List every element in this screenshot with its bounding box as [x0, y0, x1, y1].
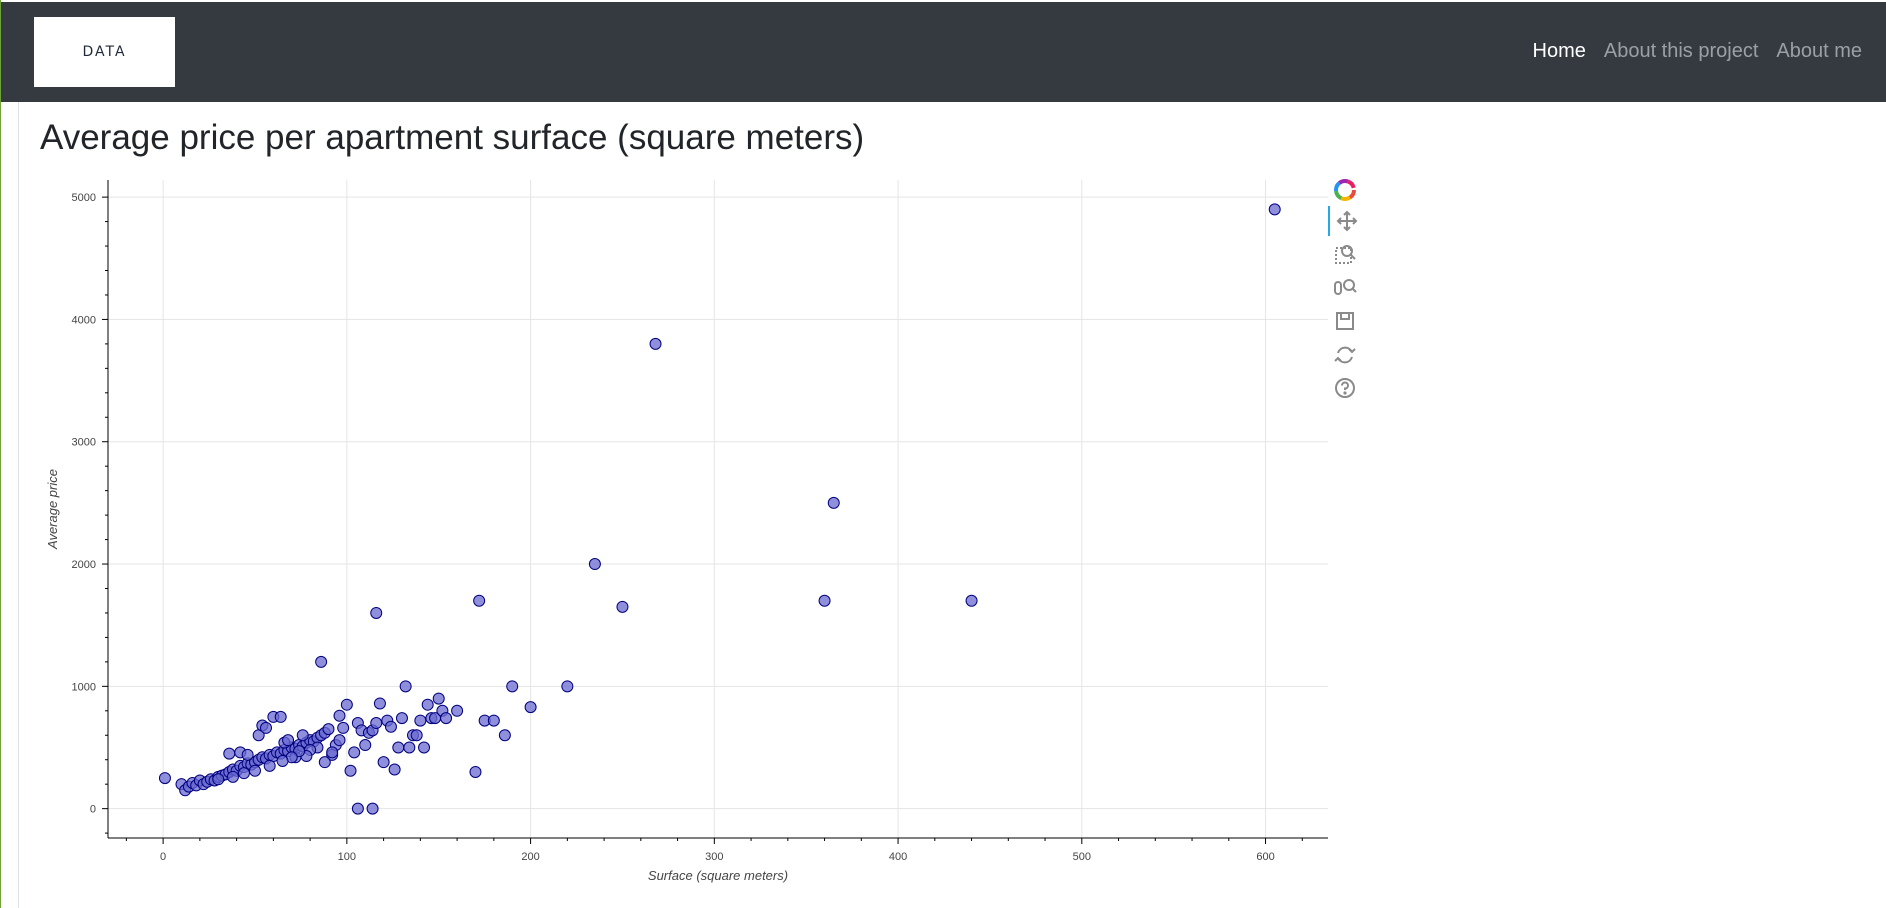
nav-link-about-project[interactable]: About this project — [1603, 40, 1759, 62]
data-point — [322, 723, 335, 736]
data-point — [498, 729, 511, 742]
brand-logo-text: DATA — [82, 44, 127, 60]
navbar: DATA Home About this project About me — [1, 2, 1886, 102]
data-point — [392, 741, 405, 754]
data-point — [223, 747, 236, 760]
bokeh-logo-icon[interactable] — [1328, 175, 1362, 205]
data-point — [296, 729, 309, 742]
data-point — [260, 721, 273, 734]
data-point — [418, 741, 431, 754]
save-icon[interactable] — [1328, 306, 1362, 336]
data-point — [370, 717, 383, 730]
data-point — [388, 763, 401, 776]
scatter-plot[interactable]: 0 100 200 300 400 500 600 0 1000 2000 3000 4000 5000… — [0, 0, 1330, 908]
data-point — [827, 496, 840, 509]
data-point — [351, 802, 364, 815]
nav-links: Home About this project About me — [1515, 40, 1863, 63]
data-point — [561, 680, 574, 693]
data-point — [241, 748, 254, 761]
data-point — [366, 802, 379, 815]
y-tick-label: 0 — [90, 804, 96, 816]
data-point — [403, 741, 416, 754]
wheel-zoom-icon[interactable] — [1328, 273, 1362, 303]
pan-icon[interactable] — [1328, 206, 1364, 236]
y-tick-label: 1000 — [72, 681, 96, 693]
data-point — [337, 721, 350, 734]
data-point — [432, 692, 445, 705]
x-tick-label: 400 — [889, 851, 907, 863]
data-point — [276, 754, 289, 767]
data-point — [248, 764, 261, 777]
data-point — [588, 558, 601, 571]
data-point — [318, 756, 331, 769]
data-point — [377, 756, 390, 769]
plot-area — [108, 180, 1328, 838]
data-point — [282, 734, 295, 747]
x-tick-label: 600 — [1256, 851, 1274, 863]
data-point — [237, 767, 250, 780]
data-point — [487, 714, 500, 727]
data-point — [421, 698, 434, 711]
x-tick-label: 300 — [705, 851, 723, 863]
data-point — [473, 594, 486, 607]
nav-link-about-me[interactable]: About me — [1776, 40, 1862, 62]
data-point — [326, 746, 339, 759]
data-point — [524, 701, 537, 714]
x-tick-label: 200 — [521, 851, 539, 863]
data-point — [340, 698, 353, 711]
data-point — [440, 712, 453, 725]
page-title: Average price per apartment surface (squ… — [40, 118, 865, 157]
x-tick-label: 0 — [160, 851, 166, 863]
data-point — [348, 746, 361, 759]
data-point — [212, 773, 225, 786]
box-zoom-icon[interactable] — [1328, 239, 1362, 269]
data-point — [158, 772, 171, 785]
nav-link-home[interactable]: Home — [1532, 40, 1586, 62]
help-icon[interactable] — [1328, 373, 1362, 403]
data-point — [263, 759, 276, 772]
data-point — [373, 697, 386, 710]
y-tick-label: 4000 — [72, 314, 96, 326]
data-point — [410, 729, 423, 742]
data-point — [395, 712, 408, 725]
content-left-border — [18, 102, 19, 908]
x-tick-label: 500 — [1073, 851, 1091, 863]
data-point — [359, 739, 372, 752]
data-point — [333, 709, 346, 722]
data-point — [226, 770, 239, 783]
y-tick-label: 5000 — [72, 192, 96, 204]
data-point — [315, 655, 328, 668]
data-point — [818, 594, 831, 607]
data-point — [649, 337, 662, 350]
data-point — [344, 764, 357, 777]
data-point — [414, 714, 427, 727]
data-point — [1268, 203, 1281, 216]
data-point — [384, 720, 397, 733]
data-point — [616, 600, 629, 613]
reset-icon[interactable] — [1328, 340, 1362, 370]
data-point — [451, 704, 464, 717]
left-edge-rule — [0, 0, 1, 908]
data-point — [469, 765, 482, 778]
data-point — [370, 606, 383, 619]
y-tick-label: 3000 — [72, 437, 96, 449]
data-point — [506, 680, 519, 693]
data-point — [274, 710, 287, 723]
x-axis-label: Surface (square meters) — [648, 868, 788, 883]
y-axis-label: Average price — [45, 469, 60, 550]
data-point — [965, 594, 978, 607]
data-point — [399, 680, 412, 693]
y-tick-label: 2000 — [72, 559, 96, 571]
data-point — [333, 734, 346, 747]
brand-logo[interactable]: DATA — [34, 17, 175, 87]
x-tick-label: 100 — [338, 851, 356, 863]
